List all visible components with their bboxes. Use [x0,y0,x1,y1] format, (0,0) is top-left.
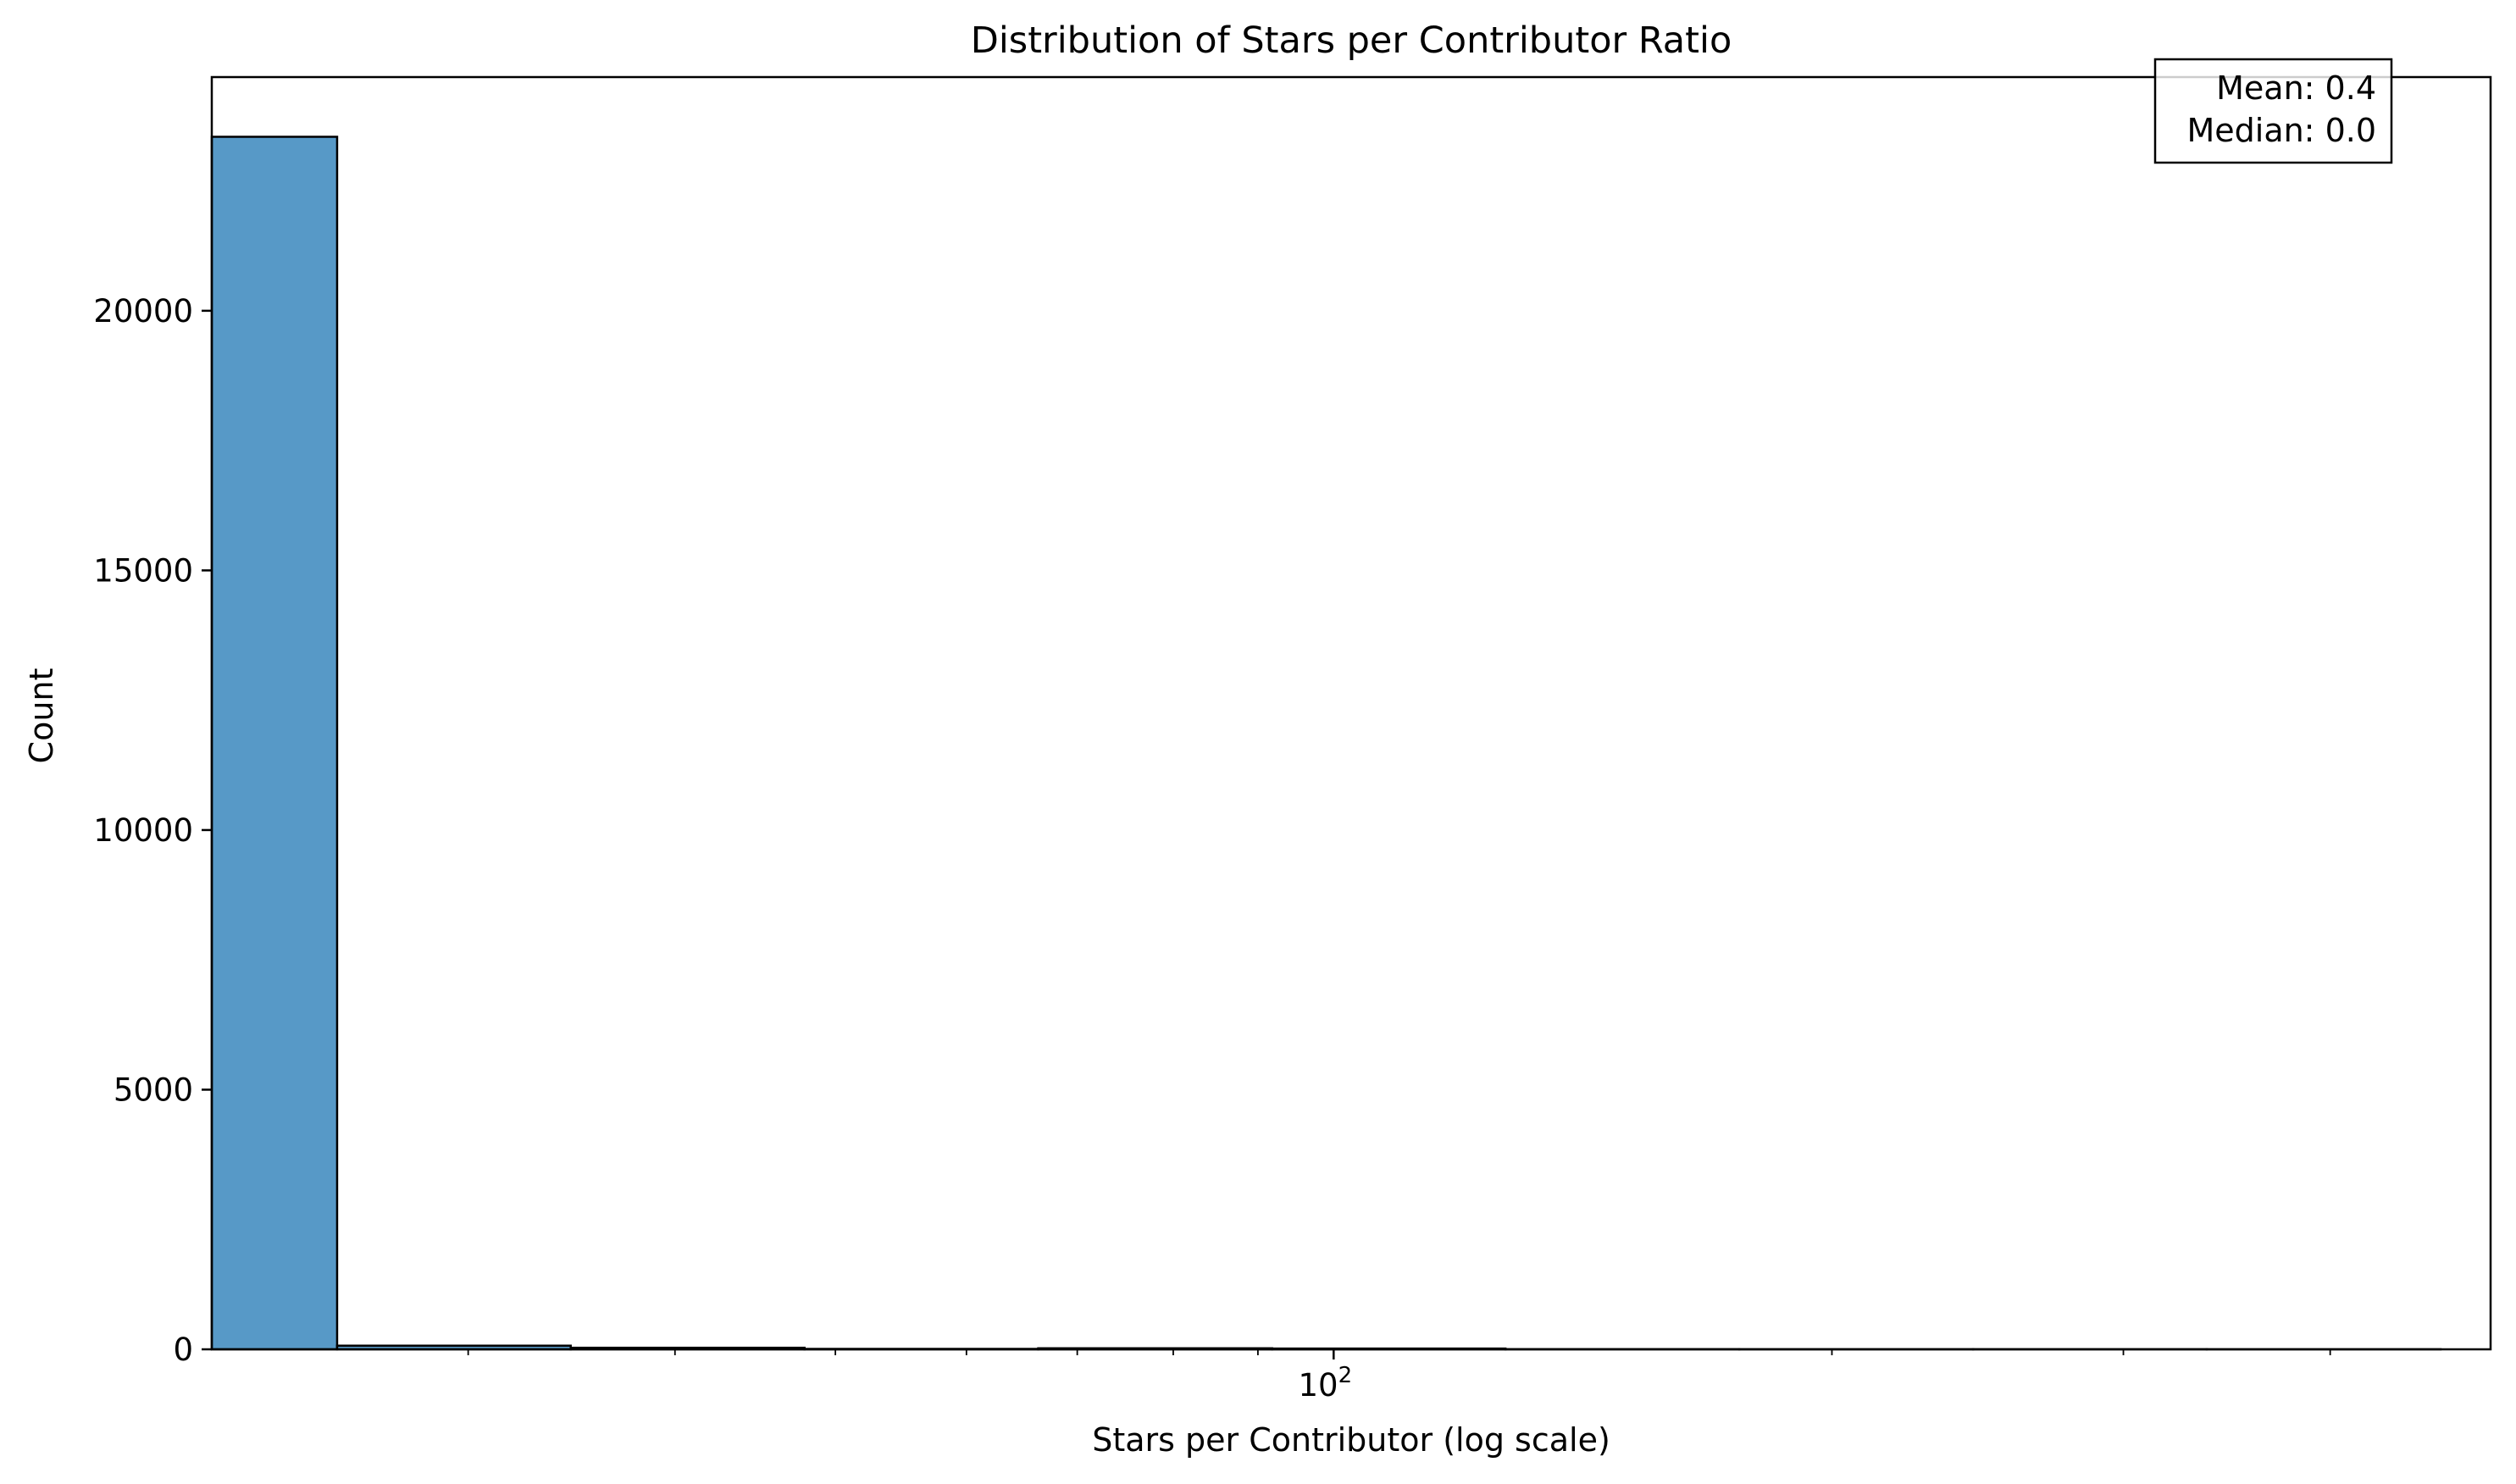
stats-annotation-box [2153,58,2393,164]
y-tick-label-10000: 10000 [93,812,193,849]
y-tick-label-15000: 15000 [93,552,193,589]
y-axis-label: Count [23,668,60,764]
stats-annotation-mean: Mean: 0.4 [2216,69,2376,107]
x-axis-label: Stars per Contributor (log scale) [1092,1421,1610,1459]
stats-annotation-median: Median: 0.0 [2186,112,2376,149]
stats-annotation: Mean: 0.4 Median: 0.0 [2153,58,2393,164]
y-tick-label-5000: 5000 [114,1071,193,1108]
chart-title: Distribution of Stars per Contributor Ra… [971,19,1732,62]
y-tick-label-20000: 20000 [93,293,193,329]
y-tick-label-0: 0 [173,1332,193,1368]
histogram-bar-0 [210,136,339,1351]
plot-area-frame [210,75,2492,1351]
